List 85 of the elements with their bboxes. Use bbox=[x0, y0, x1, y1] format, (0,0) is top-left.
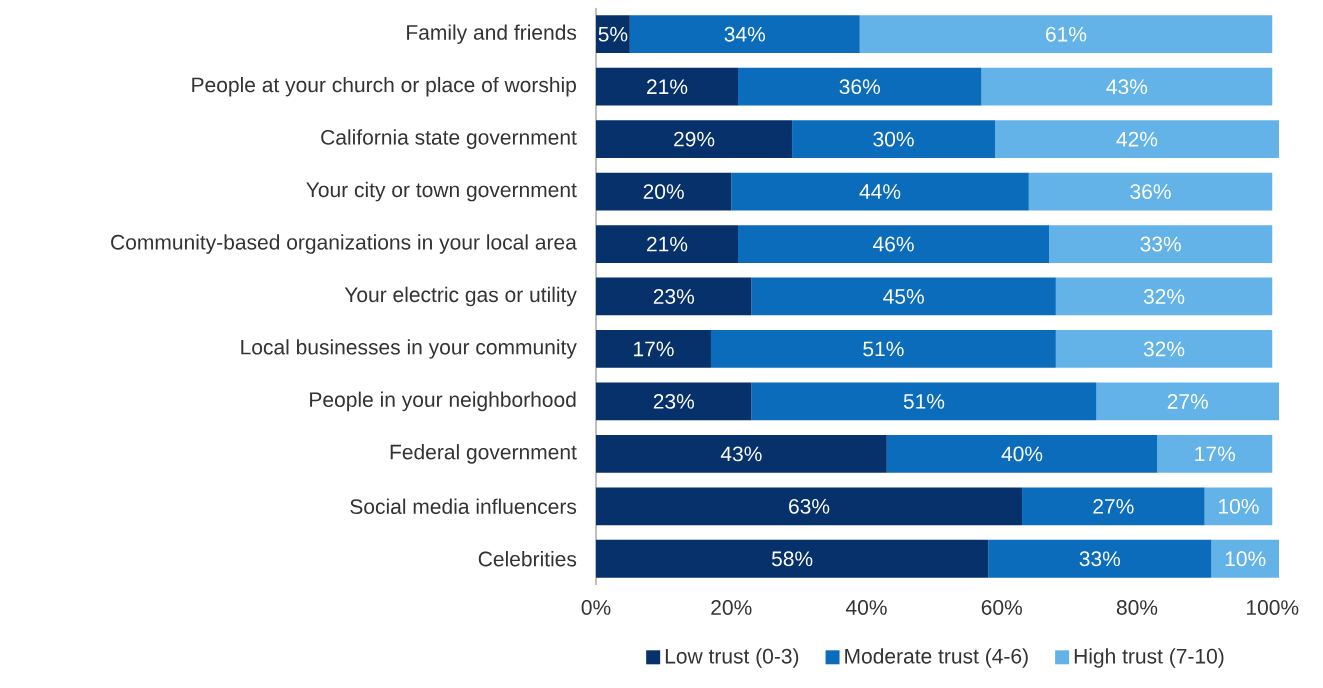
data-label: 42% bbox=[1116, 131, 1158, 147]
bar bbox=[1049, 225, 1273, 263]
x-tick-label: 60% bbox=[981, 600, 1022, 615]
data-label: 32% bbox=[1143, 341, 1185, 357]
legend-label: Moderate trust (4-6) bbox=[845, 648, 1028, 668]
y-tick-label: Community-based organizations in your local area bbox=[111, 234, 577, 254]
bar bbox=[596, 487, 1023, 526]
data-label: 27% bbox=[1167, 394, 1208, 409]
y-tick-label: Federal government bbox=[390, 444, 577, 464]
x-tick-label: 100% bbox=[1246, 600, 1299, 615]
data-label: 29% bbox=[674, 131, 715, 147]
y-tick-label: People in your neighborhood bbox=[310, 391, 576, 412]
data-label: 5% bbox=[598, 26, 628, 42]
data-label: 43% bbox=[1106, 79, 1148, 95]
y-tick-label: California state government bbox=[321, 129, 577, 149]
y-tick-label: People at your church or place of worship bbox=[192, 76, 576, 97]
data-label: 21% bbox=[647, 236, 688, 252]
legend-label: High trust (7-10) bbox=[1074, 648, 1224, 668]
bar bbox=[596, 434, 887, 473]
legend-label: Low trust (0-3) bbox=[665, 648, 799, 668]
data-label: 33% bbox=[1079, 551, 1121, 567]
bar bbox=[886, 434, 1158, 473]
data-label: 36% bbox=[1130, 184, 1171, 200]
x-tick-label: 0% bbox=[581, 600, 611, 615]
bar bbox=[1211, 539, 1280, 578]
x-tick-label: 40% bbox=[845, 600, 887, 615]
x-tick-label: 20% bbox=[711, 600, 752, 615]
data-label: 34% bbox=[724, 26, 766, 42]
bar bbox=[994, 120, 1280, 158]
bar bbox=[1157, 434, 1273, 473]
data-label: 21% bbox=[647, 79, 688, 95]
bar bbox=[751, 382, 1097, 421]
data-label: 51% bbox=[863, 341, 904, 357]
x-tick-label: 80% bbox=[1116, 600, 1158, 615]
bar bbox=[596, 225, 739, 263]
bar bbox=[738, 225, 1050, 263]
data-label: 23% bbox=[653, 289, 695, 304]
bar bbox=[981, 67, 1273, 106]
data-label: 45% bbox=[883, 289, 924, 304]
y-tick-label: Family and friends bbox=[407, 24, 577, 44]
y-tick-label: Local businesses in your community bbox=[241, 339, 577, 359]
data-label: 32% bbox=[1143, 289, 1185, 304]
bar bbox=[596, 67, 739, 106]
y-tick-label: Your electric gas or utility bbox=[344, 286, 577, 307]
bar bbox=[596, 172, 732, 211]
data-label: 30% bbox=[873, 131, 914, 147]
data-label: 43% bbox=[720, 446, 762, 462]
y-tick-label: Your city or town government bbox=[306, 181, 577, 202]
bar bbox=[629, 15, 860, 54]
bar bbox=[1028, 172, 1273, 211]
bar bbox=[988, 539, 1212, 578]
bar bbox=[596, 382, 752, 421]
data-label: 10% bbox=[1225, 551, 1266, 567]
data-label: 40% bbox=[1001, 446, 1043, 462]
data-label: 27% bbox=[1093, 498, 1134, 514]
bar bbox=[1096, 382, 1280, 421]
y-tick-label: Social media influencers bbox=[350, 498, 577, 515]
data-label: 61% bbox=[1046, 26, 1087, 42]
bar bbox=[710, 330, 1056, 368]
bar bbox=[1204, 487, 1273, 526]
data-label: 46% bbox=[873, 236, 914, 252]
data-label: 33% bbox=[1140, 236, 1181, 252]
data-label: 17% bbox=[634, 341, 674, 357]
y-tick-label: Celebrities bbox=[478, 551, 577, 567]
bar bbox=[738, 67, 982, 106]
bar bbox=[1055, 330, 1273, 368]
data-label: 20% bbox=[643, 184, 684, 200]
bar bbox=[596, 539, 989, 578]
bar bbox=[596, 120, 793, 158]
bar bbox=[731, 172, 1029, 211]
data-label: 36% bbox=[839, 79, 880, 95]
bar bbox=[596, 330, 711, 368]
data-label: 58% bbox=[771, 551, 813, 567]
data-label: 51% bbox=[903, 394, 945, 409]
data-label: 44% bbox=[859, 184, 901, 199]
bar bbox=[859, 15, 1273, 54]
bar bbox=[1022, 487, 1205, 526]
data-label: 10% bbox=[1219, 498, 1259, 514]
bar bbox=[751, 277, 1056, 316]
bar bbox=[792, 120, 995, 158]
bar bbox=[1055, 277, 1273, 316]
data-label: 17% bbox=[1195, 446, 1236, 462]
data-label: 63% bbox=[789, 498, 830, 514]
data-label: 23% bbox=[653, 393, 695, 409]
bar bbox=[596, 277, 752, 316]
